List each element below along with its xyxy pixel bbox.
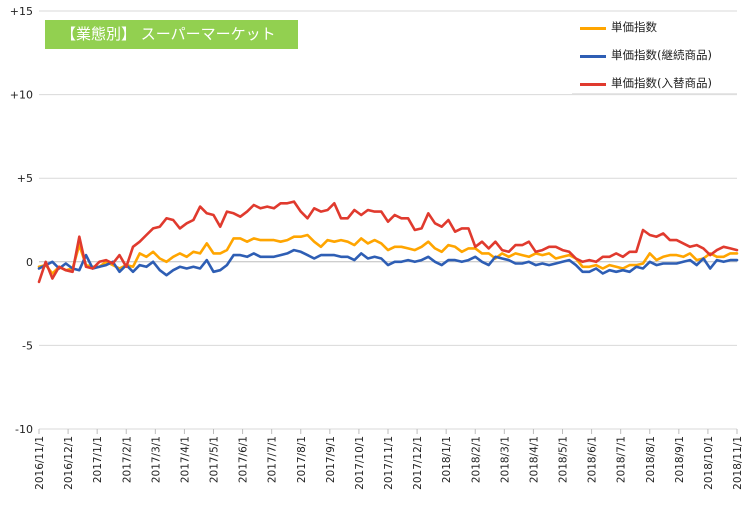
legend-item-continuing-products: 単価指数(継続商品) — [580, 46, 730, 74]
chart-legend: 単価指数 単価指数(継続商品) 単価指数(入替商品) — [580, 18, 730, 102]
y-tick-label: -5 — [22, 339, 33, 352]
x-tick-label: 2018/3/1 — [499, 436, 511, 483]
x-tick-label: 2017/4/1 — [179, 436, 191, 483]
x-tick-label: 2017/5/1 — [209, 436, 221, 483]
x-tick-label: 2017/12/1 — [412, 436, 424, 490]
x-tick-label: 2017/2/1 — [121, 436, 133, 483]
legend-label: 単価指数(入替商品) — [611, 76, 712, 90]
series-line-2 — [37, 200, 739, 284]
x-tick-label: 2017/11/1 — [383, 436, 395, 490]
series-line-0 — [37, 233, 739, 275]
x-tick-label: 2017/10/1 — [354, 436, 366, 490]
x-tick-label: 2017/6/1 — [238, 436, 250, 483]
legend-swatch — [580, 27, 606, 30]
x-tick-label: 2018/8/1 — [645, 436, 657, 483]
legend-item-unit-price: 単価指数 — [580, 18, 730, 46]
x-tick-label: 2018/5/1 — [558, 436, 570, 483]
series-lines — [37, 200, 739, 284]
x-tick-label: 2018/2/1 — [470, 436, 482, 483]
y-tick-label: -10 — [15, 423, 33, 436]
x-tick-label: 2017/7/1 — [267, 436, 279, 483]
x-axis-ticks: 2016/11/1 2016/12/1 2017/1/1 2017/2/1 2017/3… — [34, 429, 742, 490]
legend-item-replaced-products: 単価指数(入替商品) — [580, 74, 730, 102]
legend-swatch — [580, 83, 606, 86]
chart-title: 【業態別】 スーパーマーケット — [45, 20, 298, 49]
x-tick-label: 2018/1/1 — [441, 436, 453, 483]
x-tick-label: 2018/4/1 — [528, 436, 540, 483]
legend-swatch — [580, 55, 606, 58]
x-tick-label: 2018/10/1 — [703, 436, 715, 490]
series-line-1 — [37, 248, 739, 277]
x-tick-label: 2018/6/1 — [587, 436, 599, 483]
y-axis-ticks: -10 -5 0 +5 +10 +15 — [10, 5, 33, 436]
x-tick-label: 2017/8/1 — [296, 436, 308, 483]
legend-divider — [572, 93, 737, 94]
y-tick-label: +10 — [10, 89, 33, 102]
y-tick-label: +5 — [17, 172, 33, 185]
x-tick-label: 2016/11/1 — [34, 436, 46, 490]
x-tick-label: 2016/12/1 — [63, 436, 75, 490]
x-tick-label: 2017/9/1 — [325, 436, 337, 483]
legend-label: 単価指数 — [611, 20, 657, 34]
x-tick-label: 2017/3/1 — [150, 436, 162, 483]
x-tick-label: 2017/1/1 — [92, 436, 104, 483]
y-tick-label: +15 — [10, 5, 33, 18]
y-tick-label: 0 — [26, 256, 33, 269]
x-tick-label: 2018/7/1 — [616, 436, 628, 483]
x-tick-label: 2018/11/1 — [732, 436, 742, 490]
legend-label: 単価指数(継続商品) — [611, 48, 712, 62]
x-tick-label: 2018/9/1 — [674, 436, 686, 483]
